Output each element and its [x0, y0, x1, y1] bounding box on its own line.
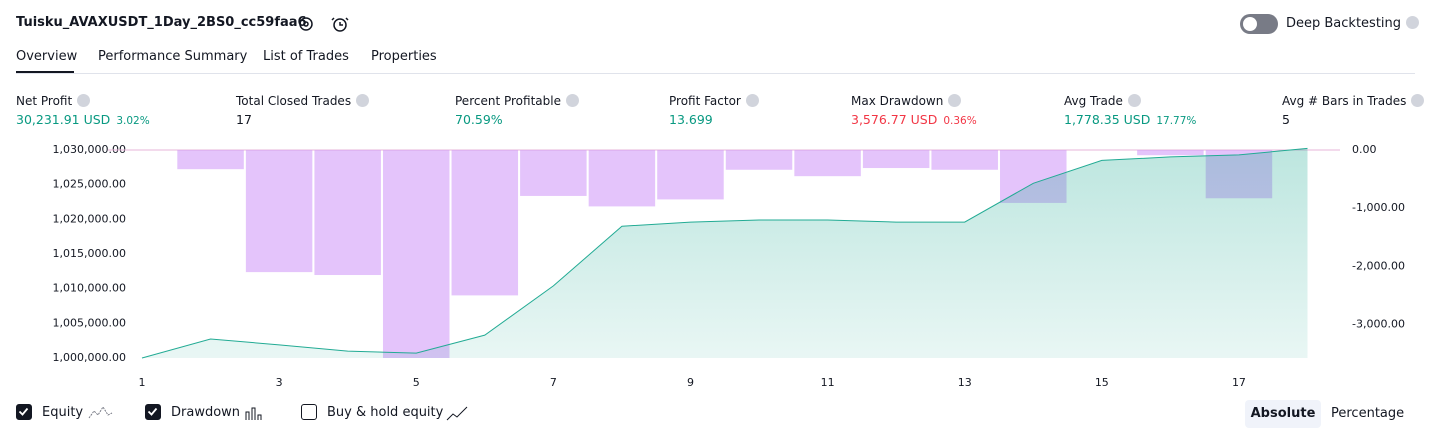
- info-icon: [745, 94, 759, 107]
- drawdown-bar: [382, 150, 450, 358]
- metric-label-text: Percent Profitable: [455, 94, 561, 108]
- metric-sub: 3.02%: [116, 115, 150, 127]
- y-tick-label: 1,015,000.00: [53, 247, 126, 260]
- metric-label-text: Avg Trade: [1064, 94, 1123, 108]
- metric-label: Total Closed Trades: [236, 94, 370, 108]
- metric-label-text: Max Drawdown: [851, 94, 944, 108]
- metric-value: 3,576.77 USD 0.36%: [851, 112, 977, 127]
- x-tick-label: 7: [550, 376, 557, 389]
- metric-label: Avg Trade: [1064, 94, 1141, 108]
- y2-tick-label: -3,000.00: [1352, 317, 1405, 330]
- y2-tick-label: -2,000.00: [1352, 259, 1405, 272]
- y-tick-label: 1,025,000.00: [53, 178, 126, 191]
- metric-label-text: Total Closed Trades: [236, 94, 352, 108]
- drawdown-bar: [931, 150, 998, 170]
- legend-label: Equity: [42, 405, 84, 420]
- metric-value: 5: [1282, 112, 1290, 127]
- drawdown-bar: [725, 150, 793, 170]
- metric-label-text: Avg # Bars in Trades: [1282, 94, 1407, 108]
- drawdown-bar: [862, 150, 930, 169]
- mode-button[interactable]: Absolute: [1245, 400, 1321, 428]
- metric-label: Max Drawdown: [851, 94, 962, 108]
- drawdown-bar: [657, 150, 724, 200]
- info-icon: [565, 94, 579, 107]
- x-tick-label: 1: [139, 376, 146, 389]
- y-tick-label: 1,010,000.00: [53, 282, 126, 295]
- x-tick-label: 3: [276, 376, 283, 389]
- metric-label: Profit Factor: [669, 94, 759, 108]
- legend-label: Drawdown: [171, 405, 241, 420]
- metric-sub: 17.77%: [1156, 115, 1197, 127]
- metric-value: 13.699: [669, 112, 713, 127]
- metric-label: Avg # Bars in Trades: [1282, 94, 1425, 108]
- tab[interactable]: Properties: [371, 49, 437, 64]
- checkbox[interactable]: [301, 404, 317, 420]
- metric-value-text: 70.59%: [455, 112, 503, 127]
- metric-value-text: 5: [1282, 112, 1290, 127]
- x-tick-label: 15: [1095, 376, 1109, 389]
- metric-value-text: 30,231.91 USD: [16, 112, 111, 127]
- metric-value: 17: [236, 112, 252, 127]
- equity-line: [141, 147, 1308, 359]
- tab[interactable]: Performance Summary: [98, 49, 248, 64]
- metric-value: 30,231.91 USD 3.02%: [16, 112, 150, 127]
- metric-label-text: Net Profit: [16, 94, 73, 108]
- x-tick-label: 9: [687, 376, 694, 389]
- info-icon: [1127, 94, 1141, 107]
- drawdown-bar: [1137, 150, 1204, 156]
- metric-value-text: 1,778.35 USD: [1064, 112, 1151, 127]
- drawdown-bar: [314, 150, 381, 276]
- mode-button[interactable]: Percentage: [1331, 406, 1405, 421]
- drawdown-bar: [794, 150, 861, 177]
- drawdown-bar: [451, 150, 519, 296]
- drawdown-bar: [520, 150, 587, 196]
- toggle[interactable]: [1240, 14, 1278, 34]
- x-tick-label: 5: [413, 376, 420, 389]
- drawdown-bar: [588, 150, 656, 207]
- metric-value-text: 17: [236, 112, 252, 127]
- checkbox[interactable]: [16, 404, 32, 420]
- y-tick-label: 1,000,000.00: [53, 351, 126, 364]
- metric-sub: 0.36%: [943, 115, 977, 127]
- strategy-title: Tuisku_AVAXUSDT_1Day_2BS0_cc59faa6: [16, 15, 307, 30]
- tab-indicator: [16, 71, 74, 74]
- y-tick-label: 1,020,000.00: [53, 212, 126, 225]
- y2-tick-label: 0.00: [1352, 143, 1377, 156]
- info-icon: [1411, 94, 1425, 107]
- drawdown-bar: [177, 150, 244, 170]
- toggle-text: Deep Backtesting: [1286, 16, 1402, 31]
- metric-label: Percent Profitable: [455, 94, 579, 108]
- metric-value: 70.59%: [455, 112, 503, 127]
- legend-label: Buy & hold equity: [327, 405, 444, 420]
- y2-tick-label: -1,000.00: [1352, 201, 1405, 214]
- info-icon: [356, 94, 370, 107]
- drawdown-bar: [245, 150, 313, 273]
- metric-label-text: Profit Factor: [669, 94, 741, 108]
- x-tick-label: 11: [821, 376, 835, 389]
- metric-label: Net Profit: [16, 94, 91, 108]
- info-icon: [77, 94, 91, 107]
- y-tick-label: 1,005,000.00: [53, 316, 126, 329]
- header-icons: [299, 17, 349, 32]
- metric-value-text: 3,576.77 USD: [851, 112, 938, 127]
- y-tick-label: 1,030,000.00: [53, 143, 126, 156]
- metric-value: 1,778.35 USD 17.77%: [1064, 112, 1196, 127]
- toggle-label: Deep Backtesting: [1286, 16, 1420, 31]
- divider: [16, 73, 1415, 74]
- equity-area: [142, 148, 1308, 358]
- info-icon: [948, 94, 962, 107]
- x-tick-label: 13: [958, 376, 972, 389]
- metric-value-text: 13.699: [669, 112, 713, 127]
- tab[interactable]: List of Trades: [263, 49, 349, 64]
- tab[interactable]: Overview: [16, 49, 78, 64]
- checkbox[interactable]: [145, 404, 161, 420]
- x-tick-label: 17: [1232, 376, 1246, 389]
